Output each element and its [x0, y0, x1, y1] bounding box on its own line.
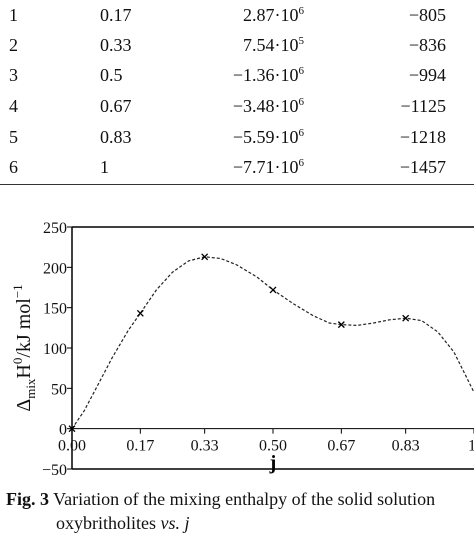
row-j: 0.17 — [100, 5, 132, 25]
row-g-value: −1.36·106 — [233, 60, 304, 90]
curve-layer — [71, 256, 474, 430]
marker-stroke — [68, 425, 76, 433]
row-g-value: −3.48·106 — [233, 91, 304, 121]
marker-layer — [68, 253, 410, 433]
table-row: 4 0.67 −3.48·106 −1125 — [0, 91, 474, 121]
caption-line-1: Fig. 3 Variation of the mixing enthalpy … — [6, 487, 474, 511]
y-tick-label: 100 — [43, 341, 67, 358]
row-index: 1 — [9, 5, 18, 25]
y-axis-label: ΔmixH0/kJ mol−1 — [10, 284, 38, 411]
row-j: 0.5 — [100, 65, 123, 85]
marker-stroke — [337, 321, 345, 329]
x-tick-label: 1. — [468, 438, 474, 455]
table-row: 1 0.17 2.87·106 −805 — [0, 0, 474, 30]
marker-stroke — [269, 286, 277, 294]
row-j: 0.67 — [100, 96, 132, 116]
row-j: 0.83 — [100, 127, 132, 147]
row-index: 3 — [9, 65, 18, 85]
x-tick-label: 0.83 — [392, 438, 420, 455]
data-point-marker — [68, 425, 76, 433]
row-h-value: −1125 — [400, 96, 446, 116]
y-tick-label: 250 — [43, 220, 67, 237]
label-layer: −50 0 50 100 150 200 250 0.00 0.17 0.33 0.50 0.67 0.… — [10, 220, 474, 475]
y-tick-label: 150 — [43, 301, 67, 318]
y-label-part: Δ — [13, 399, 35, 412]
row-g-value: 2.87·106 — [243, 0, 304, 30]
g-exponent: 5 — [298, 35, 305, 47]
row-g-value: −7.71·106 — [233, 152, 304, 182]
g-exponent: 6 — [298, 127, 305, 139]
g-exponent: 6 — [298, 5, 305, 17]
caption-j: j — [180, 513, 190, 533]
g-mantissa: 7.54·10 — [243, 35, 299, 55]
x-tick-label: 0.67 — [327, 438, 355, 455]
marker-stroke — [402, 314, 410, 322]
row-index: 5 — [9, 127, 18, 147]
table-row: 6 1 −7.71·106 −1457 — [0, 152, 474, 182]
x-tick-label: 0.33 — [191, 438, 219, 455]
marker-stroke — [136, 309, 144, 317]
g-exponent: 6 — [298, 96, 305, 108]
caption-text-2: oxybritholites — [56, 513, 161, 533]
data-point-marker — [201, 253, 209, 261]
table-row: 3 0.5 −1.36·106 −994 — [0, 60, 474, 90]
g-mantissa: −3.48·10 — [232, 96, 299, 116]
axis-layer — [67, 226, 474, 470]
x-tick-label: 0.00 — [58, 438, 86, 455]
row-h-value: −1218 — [399, 127, 446, 147]
y-tick-label: 0 — [59, 422, 67, 439]
g-mantissa: −5.59·10 — [232, 127, 299, 147]
row-h-value: −805 — [408, 5, 446, 25]
data-point-marker — [269, 286, 277, 294]
row-index: 2 — [9, 35, 18, 55]
row-h-value: −836 — [408, 35, 446, 55]
g-exponent: 6 — [298, 65, 305, 77]
x-tick-label: 0.17 — [126, 438, 154, 455]
table-row: 5 0.83 −5.59·106 −1218 — [0, 122, 474, 152]
caption-fig-label: Fig. 3 — [6, 489, 49, 509]
y-label-part: mix — [23, 378, 38, 399]
marker-stroke — [201, 253, 209, 261]
g-mantissa: −7.71·10 — [232, 157, 299, 177]
data-table: 1 0.17 2.87·106 −805 2 0.33 7.54·105 −83… — [0, 0, 474, 186]
y-tick-label: 200 — [43, 260, 67, 277]
enthalpy-curve — [71, 256, 474, 430]
table-bottom-rule — [0, 184, 474, 185]
row-j: 1 — [100, 157, 109, 177]
enthalpy-chart: −50 0 50 100 150 200 250 0.00 0.17 0.33 0.50 0.67 0.… — [10, 220, 474, 475]
y-label-part: H — [13, 364, 35, 378]
x-axis-label-text: j — [269, 452, 277, 474]
row-index: 6 — [9, 157, 18, 177]
data-point-marker — [337, 321, 345, 329]
caption-text-1: Variation of the mixing enthalpy of the … — [49, 489, 436, 509]
row-j: 0.33 — [100, 35, 132, 55]
row-h-value: −1457 — [399, 157, 446, 177]
row-index: 4 — [9, 96, 18, 116]
table-row: 2 0.33 7.54·105 −836 — [0, 30, 474, 60]
y-label-part: −1 — [10, 284, 25, 298]
caption-line-2: oxybritholites vs. j — [6, 511, 474, 535]
row-g-value: 7.54·105 — [243, 30, 304, 60]
x-tick-label: 0.50 — [259, 438, 287, 455]
figure-caption: Fig. 3 Variation of the mixing enthalpy … — [6, 487, 474, 535]
y-tick-label: −50 — [42, 462, 67, 475]
row-g-value: −5.59·106 — [233, 122, 304, 152]
y-tick-label: 50 — [51, 381, 67, 398]
g-mantissa: 2.87·10 — [243, 5, 299, 25]
y-label-part: 0 — [10, 358, 25, 365]
g-mantissa: −1.36·10 — [232, 65, 299, 85]
data-point-marker — [136, 309, 144, 317]
row-h-value: −994 — [408, 65, 446, 85]
caption-vs: vs. — [160, 513, 181, 533]
y-label-part: /kJ mol — [13, 298, 35, 358]
data-point-marker — [402, 314, 410, 322]
g-exponent: 6 — [298, 157, 305, 169]
